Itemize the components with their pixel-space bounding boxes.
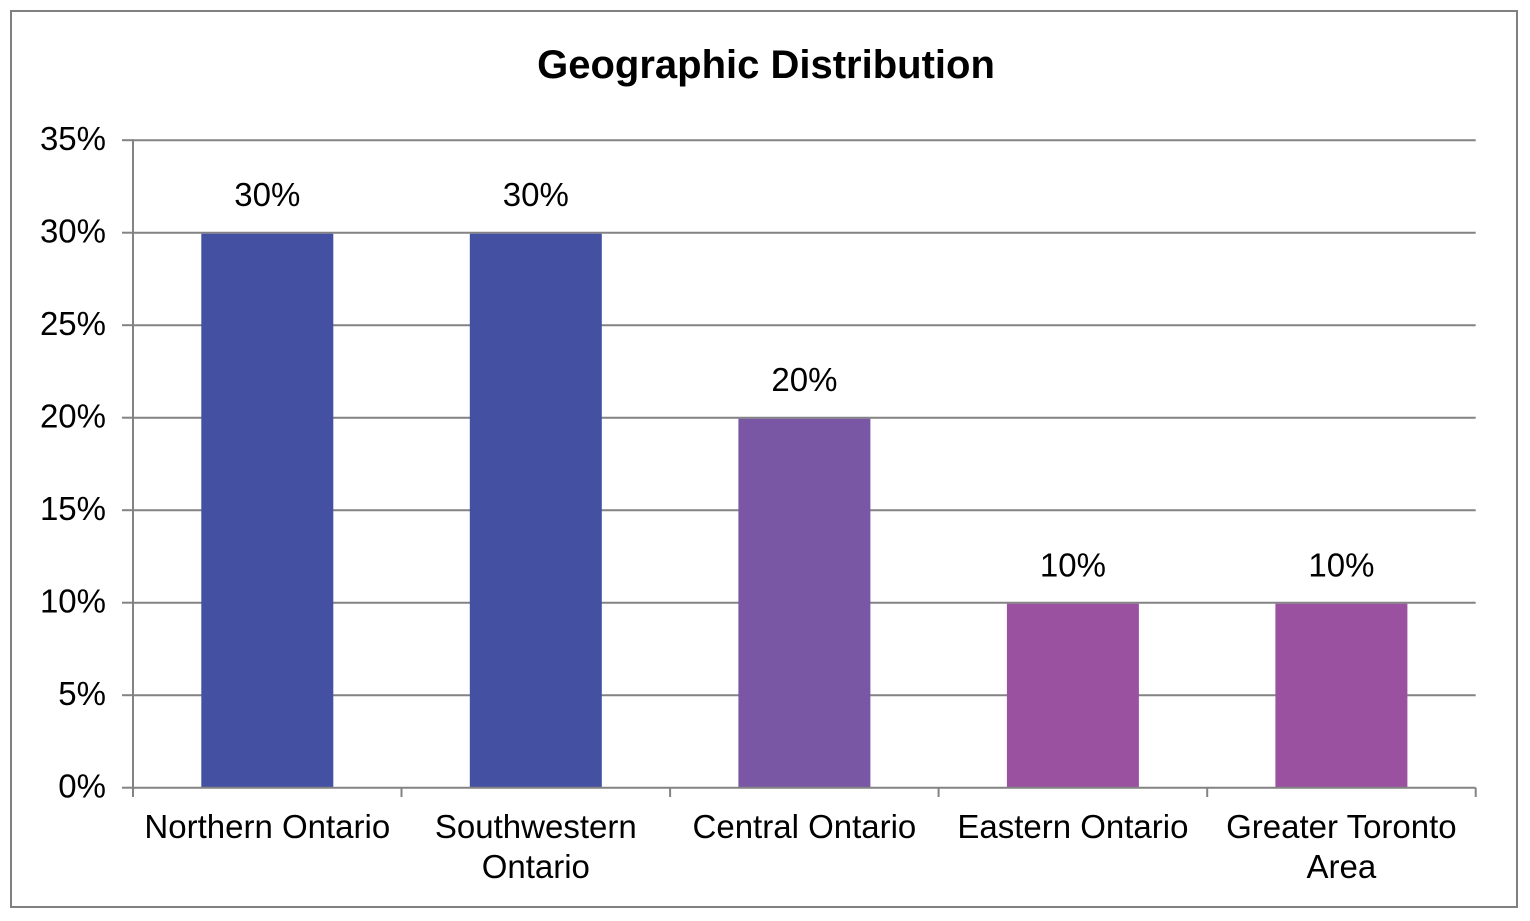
svg-text:20%: 20% <box>40 397 106 434</box>
svg-text:25%: 25% <box>40 305 106 342</box>
svg-text:15%: 15% <box>40 490 106 527</box>
svg-text:Ontario: Ontario <box>482 848 590 885</box>
svg-text:Eastern Ontario: Eastern Ontario <box>957 808 1188 845</box>
svg-text:Central Ontario: Central Ontario <box>693 808 917 845</box>
svg-text:30%: 30% <box>40 212 106 249</box>
svg-text:Geographic Distribution: Geographic Distribution <box>537 43 995 87</box>
svg-text:10%: 10% <box>1308 546 1374 583</box>
svg-text:Southwestern: Southwestern <box>435 808 637 845</box>
svg-text:20%: 20% <box>771 361 837 398</box>
svg-text:10%: 10% <box>40 582 106 619</box>
svg-text:35%: 35% <box>40 120 106 157</box>
svg-text:Area: Area <box>1307 848 1377 885</box>
svg-text:Northern Ontario: Northern Ontario <box>144 808 390 845</box>
svg-text:30%: 30% <box>503 176 569 213</box>
svg-text:5%: 5% <box>58 675 106 712</box>
svg-text:10%: 10% <box>1040 546 1106 583</box>
svg-text:30%: 30% <box>234 176 300 213</box>
svg-text:Greater Toronto: Greater Toronto <box>1226 808 1457 845</box>
svg-text:0%: 0% <box>58 767 106 804</box>
